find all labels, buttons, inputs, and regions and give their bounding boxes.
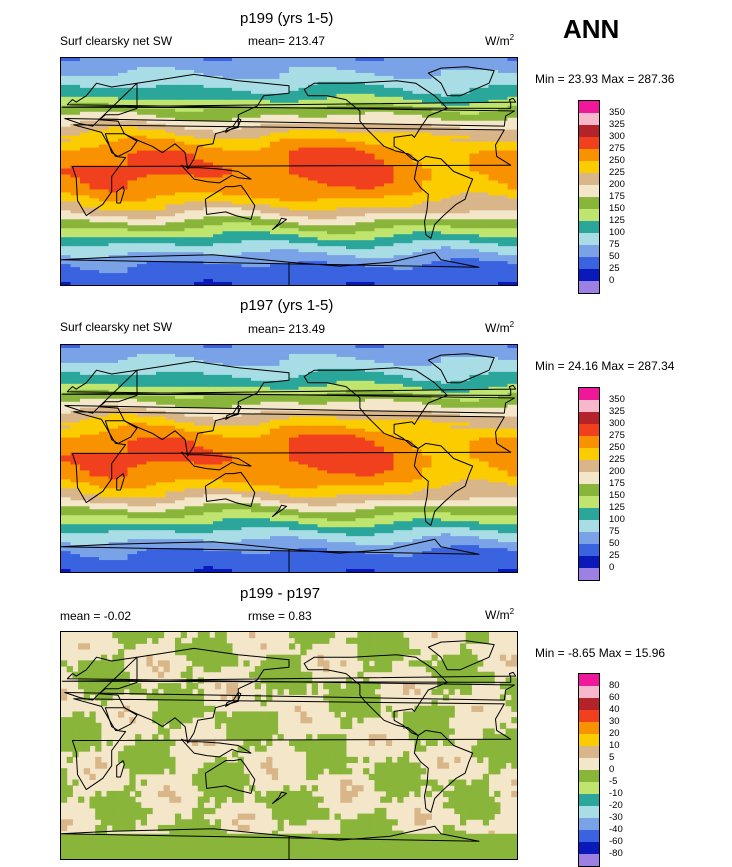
colorbar-swatch	[579, 233, 599, 245]
field-cell	[118, 282, 128, 285]
field-cell	[441, 282, 451, 285]
map-svg	[61, 345, 517, 572]
colorbar-swatch	[579, 161, 599, 173]
mean-label: mean= 213.49	[248, 322, 325, 336]
field-cell	[327, 282, 337, 285]
field-cell	[71, 282, 81, 285]
field-cell	[422, 282, 432, 285]
colorbar-swatch	[579, 257, 599, 269]
units-label: W/m2	[485, 33, 514, 48]
colorbar-label: 200	[609, 180, 625, 190]
colorbar-label: 50	[609, 252, 620, 262]
field-cell	[156, 282, 166, 285]
colorbar-swatch	[579, 173, 599, 185]
field-cell	[432, 282, 442, 285]
field-cell	[299, 282, 309, 285]
panel-title: p199 (yrs 1-5)	[240, 10, 333, 27]
field-cell	[308, 282, 318, 285]
field-cell	[489, 282, 499, 285]
field-cell	[479, 282, 489, 285]
colorbar-label: 75	[609, 240, 620, 250]
field-cell	[166, 282, 176, 285]
colorbar-swatch	[579, 197, 599, 209]
colorbar-label: 150	[609, 204, 625, 214]
field-cell	[80, 282, 90, 285]
colorbar-swatch	[579, 221, 599, 233]
field-cell	[147, 282, 157, 285]
colorbar-label: 175	[609, 192, 625, 202]
colorbar-swatch	[579, 281, 599, 293]
field-cell	[261, 282, 271, 285]
field-cell	[403, 282, 413, 285]
field-cell	[128, 282, 138, 285]
field-cell	[280, 282, 290, 285]
field-cell	[194, 282, 204, 285]
map-p199	[60, 57, 518, 286]
colorbar-label: 25	[609, 264, 620, 274]
field-cell	[61, 282, 71, 285]
colorbar-label: 125	[609, 216, 625, 226]
colorbar-swatch	[579, 149, 599, 161]
field-cell	[356, 282, 366, 285]
field-cell	[232, 282, 242, 285]
colorbar-swatch	[579, 137, 599, 149]
field-cell	[90, 282, 100, 285]
field-cell	[346, 282, 356, 285]
units-label: W/m2	[485, 320, 514, 335]
colorbar-swatch	[579, 245, 599, 257]
field-cell	[451, 282, 461, 285]
colorbar-label: 0	[609, 276, 614, 286]
field-cell	[394, 282, 404, 285]
field-cell	[204, 282, 214, 285]
field-cell	[251, 282, 261, 285]
field-cell	[337, 282, 347, 285]
colorbar-label: 300	[609, 132, 625, 142]
colorbar-swatch	[579, 101, 599, 113]
colorbar-label: 100	[609, 228, 625, 238]
minmax-label: Min = 23.93 Max = 287.36	[535, 72, 674, 86]
field-cell	[318, 282, 328, 285]
panel-title: p197 (yrs 1-5)	[240, 297, 333, 314]
field-cell	[270, 282, 280, 285]
map-svg	[61, 58, 517, 285]
season-label: ANN	[563, 14, 619, 45]
field-cell	[223, 282, 233, 285]
field-cell	[413, 282, 423, 285]
colorbar-swatch	[579, 113, 599, 125]
field-cell	[109, 282, 119, 285]
colorbar-label: 325	[609, 120, 625, 130]
field-cell	[460, 282, 470, 285]
field-cell	[213, 282, 223, 285]
colorbar-swatch	[579, 125, 599, 137]
colorbar-label: 350	[609, 108, 625, 118]
variable-label: Surf clearsky net SW	[60, 34, 172, 48]
colorbar-label: 225	[609, 168, 625, 178]
field-cell	[99, 282, 109, 285]
field-cell	[289, 282, 299, 285]
colorbar-swatch	[579, 209, 599, 221]
colorbar-label: 275	[609, 144, 625, 154]
field-cell	[498, 282, 508, 285]
field-cell	[470, 282, 480, 285]
mean-label: mean= 213.47	[248, 34, 325, 48]
field-cell	[242, 282, 252, 285]
colorbar-swatch	[579, 185, 599, 197]
field-cell	[384, 282, 394, 285]
map-p197	[60, 344, 518, 573]
field-cell	[137, 282, 147, 285]
field-cell	[185, 282, 195, 285]
colorbar-swatches	[578, 100, 600, 294]
field-cell	[375, 282, 385, 285]
field-cell	[508, 282, 518, 285]
field-cell	[175, 282, 185, 285]
colorbar-swatch	[579, 269, 599, 281]
colorbar-label: 250	[609, 156, 625, 166]
variable-label: Surf clearsky net SW	[60, 320, 172, 334]
field-cell	[365, 282, 375, 285]
minmax-label: Min = 24.16 Max = 287.34	[535, 359, 674, 373]
